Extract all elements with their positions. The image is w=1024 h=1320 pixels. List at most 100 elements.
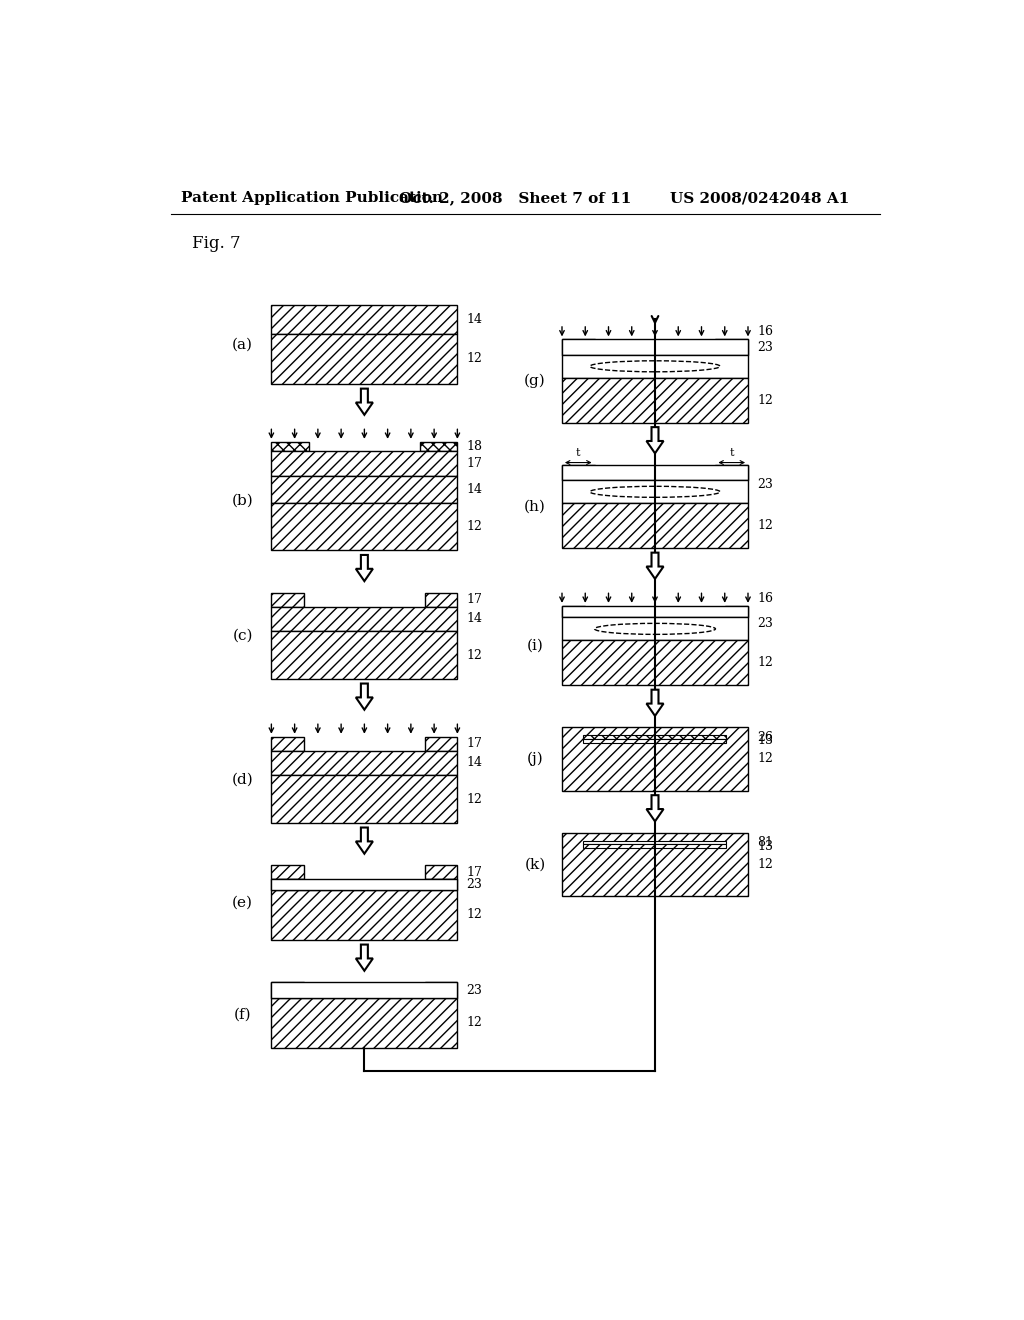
Text: 23: 23 <box>758 616 773 630</box>
Bar <box>271 775 458 822</box>
Bar <box>271 607 458 631</box>
Text: 16: 16 <box>758 591 773 605</box>
Bar <box>271 631 458 678</box>
Bar <box>425 879 458 890</box>
Bar <box>562 465 595 480</box>
Text: 81: 81 <box>758 836 773 849</box>
Text: 17: 17 <box>467 737 482 750</box>
Bar <box>562 480 748 503</box>
Bar <box>583 735 726 739</box>
Text: (c): (c) <box>232 628 253 643</box>
Bar <box>716 339 748 355</box>
Polygon shape <box>646 689 664 715</box>
Text: (g): (g) <box>524 374 546 388</box>
Text: 12: 12 <box>467 520 482 533</box>
Text: 23: 23 <box>758 341 773 354</box>
Text: 14: 14 <box>467 313 482 326</box>
Text: 26: 26 <box>758 730 773 743</box>
Bar <box>271 982 458 998</box>
Polygon shape <box>356 945 373 970</box>
Text: 18: 18 <box>467 440 482 453</box>
Text: 12: 12 <box>467 648 482 661</box>
Bar <box>425 593 458 607</box>
Polygon shape <box>646 428 664 453</box>
Bar <box>562 618 748 640</box>
Polygon shape <box>356 684 373 710</box>
Text: 23: 23 <box>467 878 482 891</box>
Bar <box>271 334 458 384</box>
Bar <box>425 982 458 998</box>
Bar <box>420 442 458 451</box>
Text: t: t <box>577 447 581 458</box>
Bar <box>562 606 748 618</box>
Bar <box>425 866 458 879</box>
Text: (j): (j) <box>526 752 544 766</box>
Bar <box>271 475 458 503</box>
Text: 17: 17 <box>467 593 482 606</box>
Text: (h): (h) <box>524 499 546 513</box>
Bar <box>271 890 458 940</box>
Text: 12: 12 <box>758 752 773 766</box>
Text: (k): (k) <box>524 858 546 871</box>
Bar <box>271 879 458 890</box>
Bar <box>583 841 726 845</box>
Polygon shape <box>356 388 373 414</box>
Text: 12: 12 <box>467 352 482 366</box>
Bar <box>562 355 748 378</box>
Bar <box>562 503 748 548</box>
Text: 12: 12 <box>467 792 482 805</box>
Bar <box>271 593 304 607</box>
Text: 23: 23 <box>467 983 482 997</box>
Text: 14: 14 <box>467 483 482 495</box>
Polygon shape <box>646 795 664 821</box>
Text: 12: 12 <box>758 858 773 871</box>
Text: (b): (b) <box>231 494 254 508</box>
Bar <box>562 339 595 355</box>
Bar <box>562 339 748 355</box>
Text: 17: 17 <box>467 866 482 879</box>
Bar <box>271 305 458 334</box>
Bar <box>716 465 748 480</box>
Bar <box>271 737 304 751</box>
Bar <box>271 451 458 475</box>
Text: t: t <box>729 447 734 458</box>
Text: Fig. 7: Fig. 7 <box>193 235 241 252</box>
Text: US 2008/0242048 A1: US 2008/0242048 A1 <box>671 191 850 206</box>
Text: 14: 14 <box>467 612 482 626</box>
Bar <box>562 727 748 791</box>
Bar <box>271 879 304 890</box>
Text: (e): (e) <box>232 895 253 909</box>
Text: 16: 16 <box>758 325 773 338</box>
Polygon shape <box>356 828 373 854</box>
Bar <box>271 866 304 879</box>
Bar <box>583 739 726 743</box>
Text: 12: 12 <box>467 1016 482 1030</box>
Bar <box>271 503 458 550</box>
Polygon shape <box>646 553 664 579</box>
Text: 23: 23 <box>758 478 773 491</box>
Text: (f): (f) <box>233 1008 252 1022</box>
Bar <box>425 737 458 751</box>
Text: 12: 12 <box>758 519 773 532</box>
Text: 13: 13 <box>758 734 773 747</box>
Text: 12: 12 <box>758 656 773 669</box>
Text: 12: 12 <box>467 908 482 921</box>
Bar <box>583 845 726 849</box>
Text: 12: 12 <box>758 393 773 407</box>
Text: 13: 13 <box>758 840 773 853</box>
Bar <box>271 442 308 451</box>
Text: (d): (d) <box>231 772 254 787</box>
Text: (a): (a) <box>232 338 253 351</box>
Bar <box>562 378 748 422</box>
Bar <box>271 751 458 775</box>
Text: (i): (i) <box>526 639 544 652</box>
Bar <box>562 606 586 618</box>
Bar <box>725 606 748 618</box>
Text: 17: 17 <box>467 457 482 470</box>
Bar <box>562 465 748 480</box>
Text: 14: 14 <box>467 756 482 770</box>
Text: Oct. 2, 2008   Sheet 7 of 11: Oct. 2, 2008 Sheet 7 of 11 <box>399 191 632 206</box>
Bar <box>271 998 458 1048</box>
Bar <box>562 640 748 685</box>
Text: Patent Application Publication: Patent Application Publication <box>180 191 442 206</box>
